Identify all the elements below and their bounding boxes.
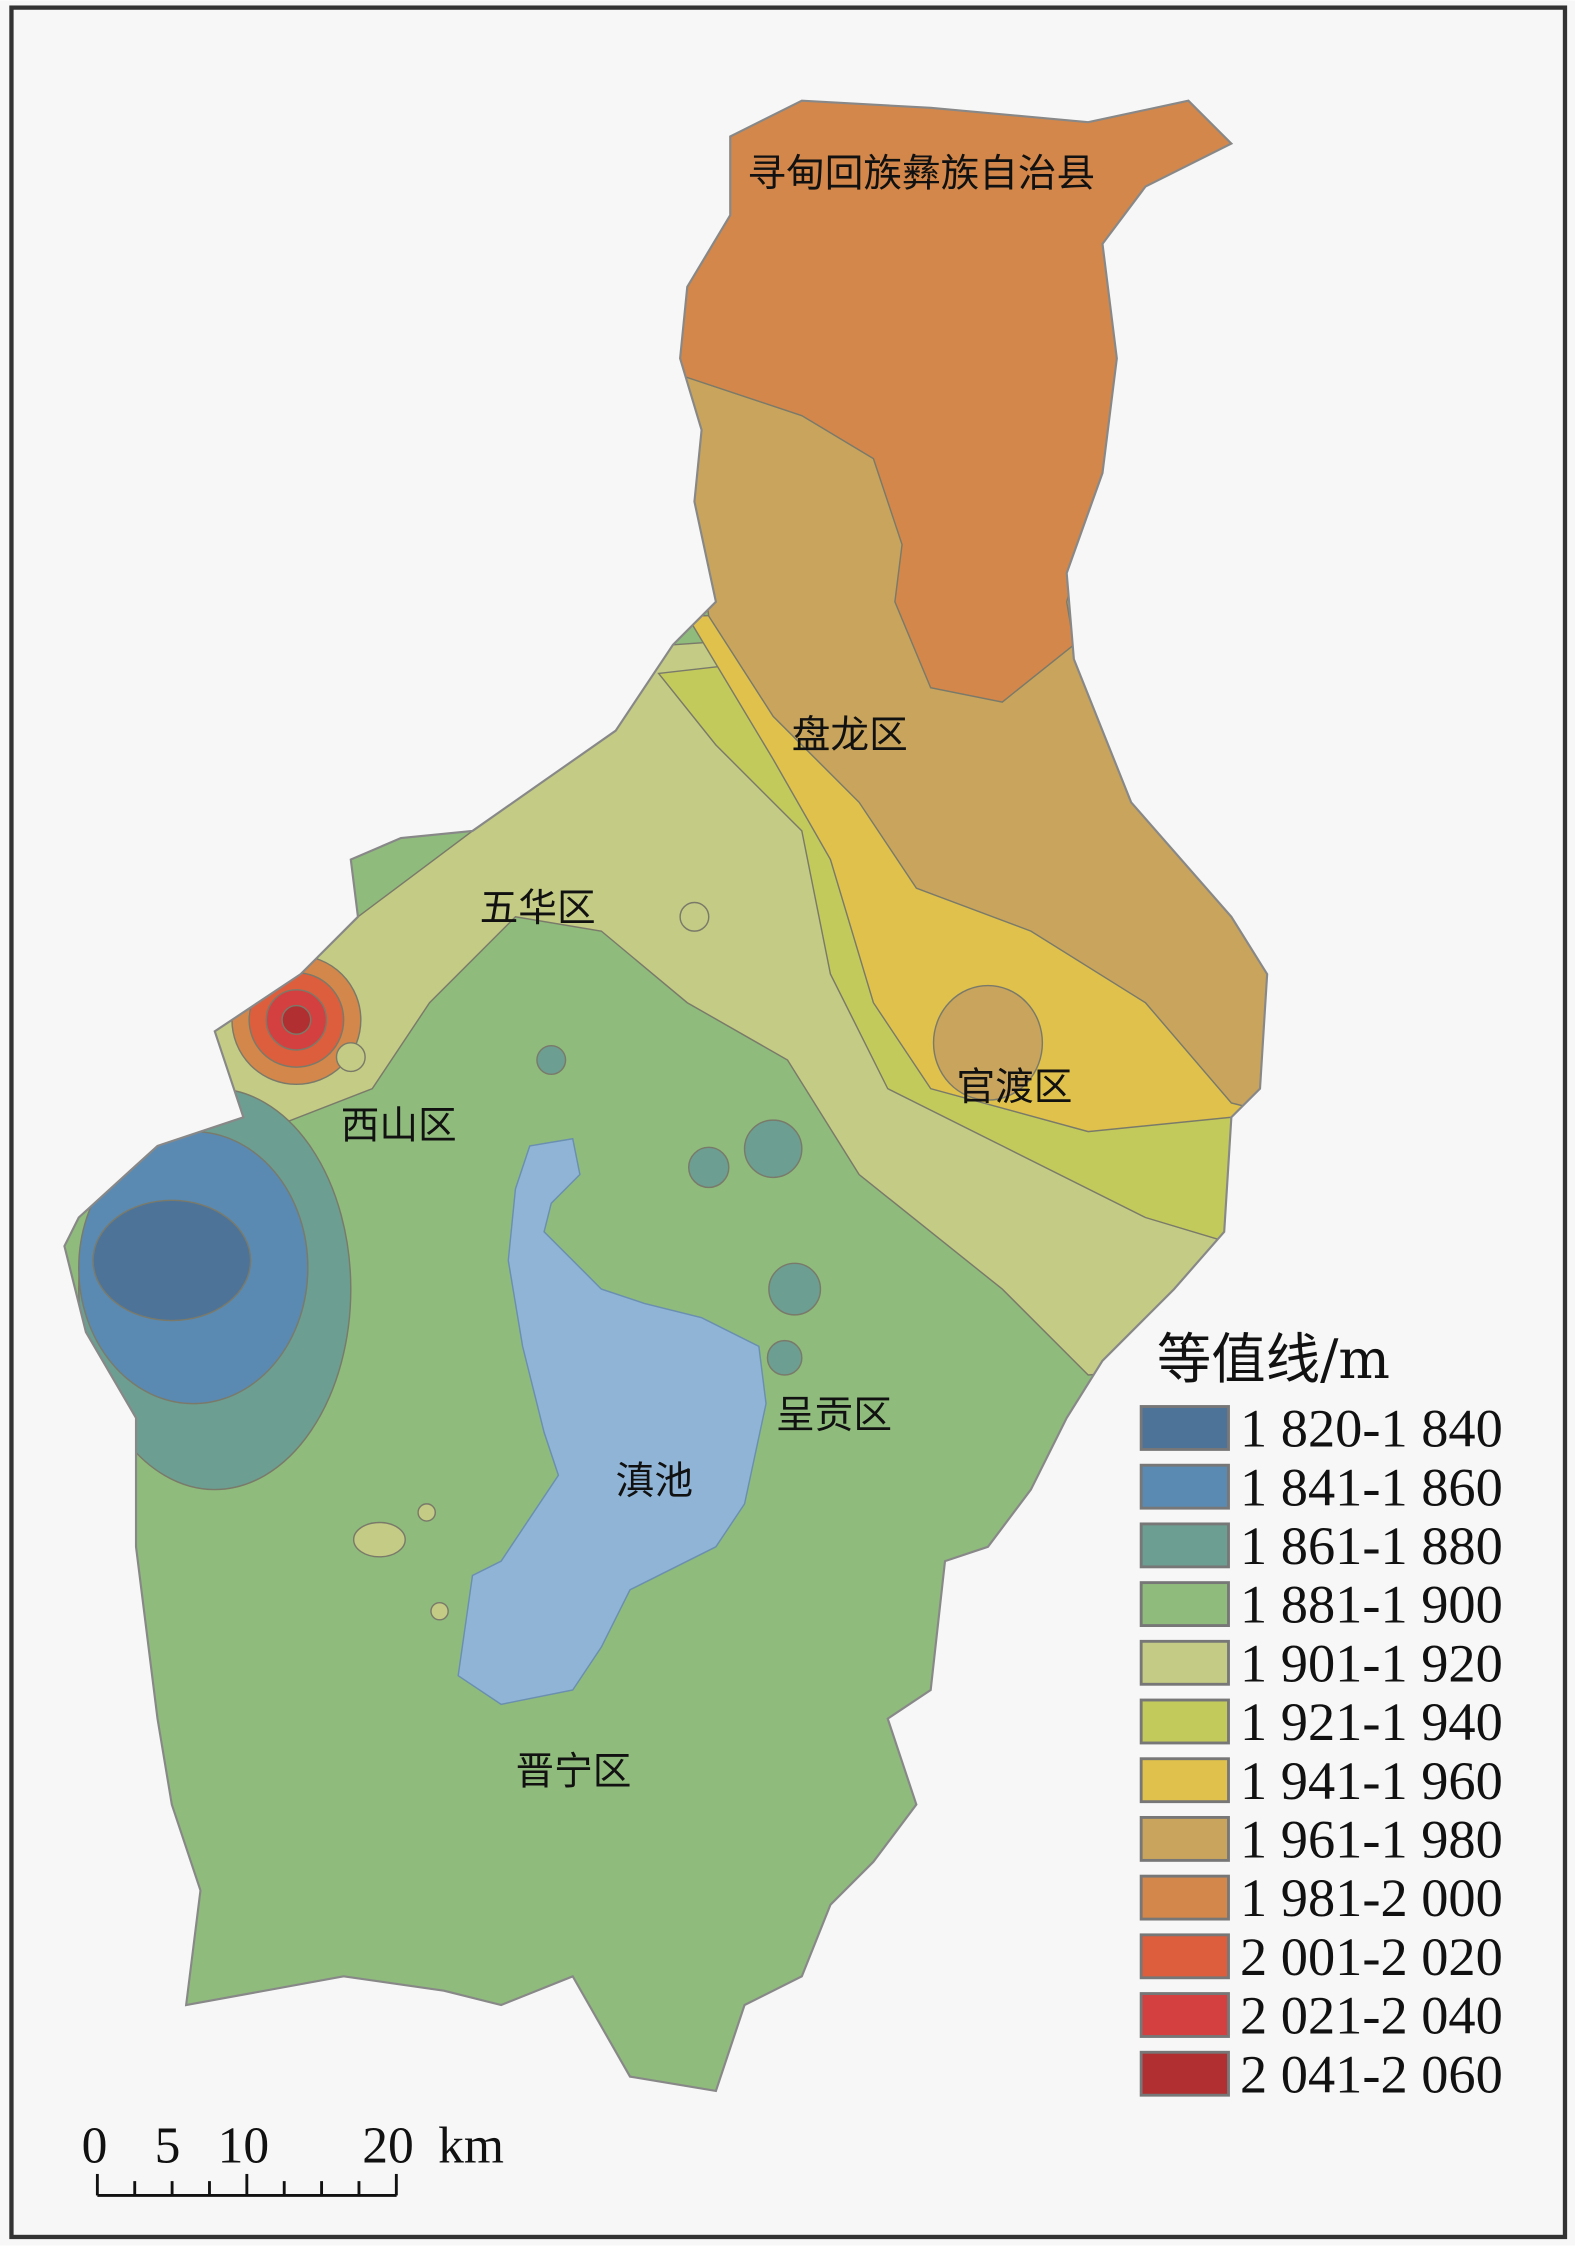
scale-tick-0: 0 (82, 2118, 108, 2175)
legend-title: 等值线/m (1157, 1328, 1390, 1391)
legend-swatch (1139, 1639, 1230, 1686)
label-panlong: 盘龙区 (792, 713, 908, 758)
label-xishan: 西山区 (341, 1104, 457, 1149)
scale-bar: 0 5 10 20 km (82, 2118, 504, 2197)
high-spot (335, 1042, 366, 1073)
high-spot (679, 901, 710, 932)
legend-label: 2 041-2 060 (1240, 2044, 1503, 2104)
legend-swatch (1139, 1581, 1230, 1628)
legend-swatch (1139, 1874, 1230, 1921)
legend-swatch (1139, 1933, 1230, 1980)
legend-label: 1 841-1 860 (1240, 1457, 1503, 1517)
scale-tick-20: 20 (362, 2118, 414, 2175)
legend-swatch (1139, 1992, 1230, 2038)
legend-swatch (1139, 2050, 1230, 2097)
legend-swatch (1139, 1757, 1230, 1804)
hill-1961-1980 (932, 984, 1044, 1101)
scale-tick-10: 10 (218, 2118, 270, 2175)
label-guandu: 官渡区 (956, 1065, 1072, 1110)
legend-label: 1 921-1 940 (1240, 1692, 1503, 1752)
high-spot (430, 1601, 449, 1621)
map-frame (9, 5, 1568, 2240)
legend-label: 1 961-1 980 (1240, 1810, 1503, 1870)
label-wuhua: 五华区 (480, 886, 596, 931)
low-spot (536, 1044, 567, 1076)
legend-label: 1 820-1 840 (1240, 1399, 1503, 1459)
legend-label: 1 861-1 880 (1240, 1516, 1503, 1576)
label-jinning: 晋宁区 (515, 1750, 631, 1795)
legend-swatch (1139, 1698, 1230, 1745)
label-xundian: 寻甸回族彝族自治县 (747, 152, 1095, 197)
label-dianchi: 滇池 (616, 1459, 693, 1504)
scale-unit: km (438, 2118, 504, 2175)
legend-swatch (1139, 1405, 1230, 1451)
peak-2041-2060 (281, 1004, 312, 1035)
legend-label: 2 001-2 020 (1240, 1927, 1503, 1987)
legend-swatch (1139, 1463, 1230, 1510)
low-spot (768, 1262, 822, 1316)
legend-swatch (1139, 1816, 1230, 1862)
legend-label: 1 881-1 900 (1240, 1575, 1503, 1635)
high-spot (352, 1521, 406, 1558)
legend-label: 2 021-2 040 (1240, 1986, 1503, 2046)
high-spot (417, 1503, 436, 1522)
low-spot (766, 1339, 803, 1376)
legend-label: 1 901-1 920 (1240, 1633, 1503, 1693)
legend-label: 1 941-1 960 (1240, 1751, 1503, 1811)
scale-tick-5: 5 (155, 2118, 181, 2175)
low-spot (743, 1119, 803, 1179)
legend-label: 1 981-2 000 (1240, 1868, 1503, 1928)
label-chenggong: 呈贡区 (776, 1393, 892, 1438)
low-spot (687, 1146, 730, 1189)
legend-swatch (1139, 1522, 1230, 1569)
dianchi-lake (457, 1137, 767, 1706)
zone-1820-1840-west (92, 1199, 252, 1322)
